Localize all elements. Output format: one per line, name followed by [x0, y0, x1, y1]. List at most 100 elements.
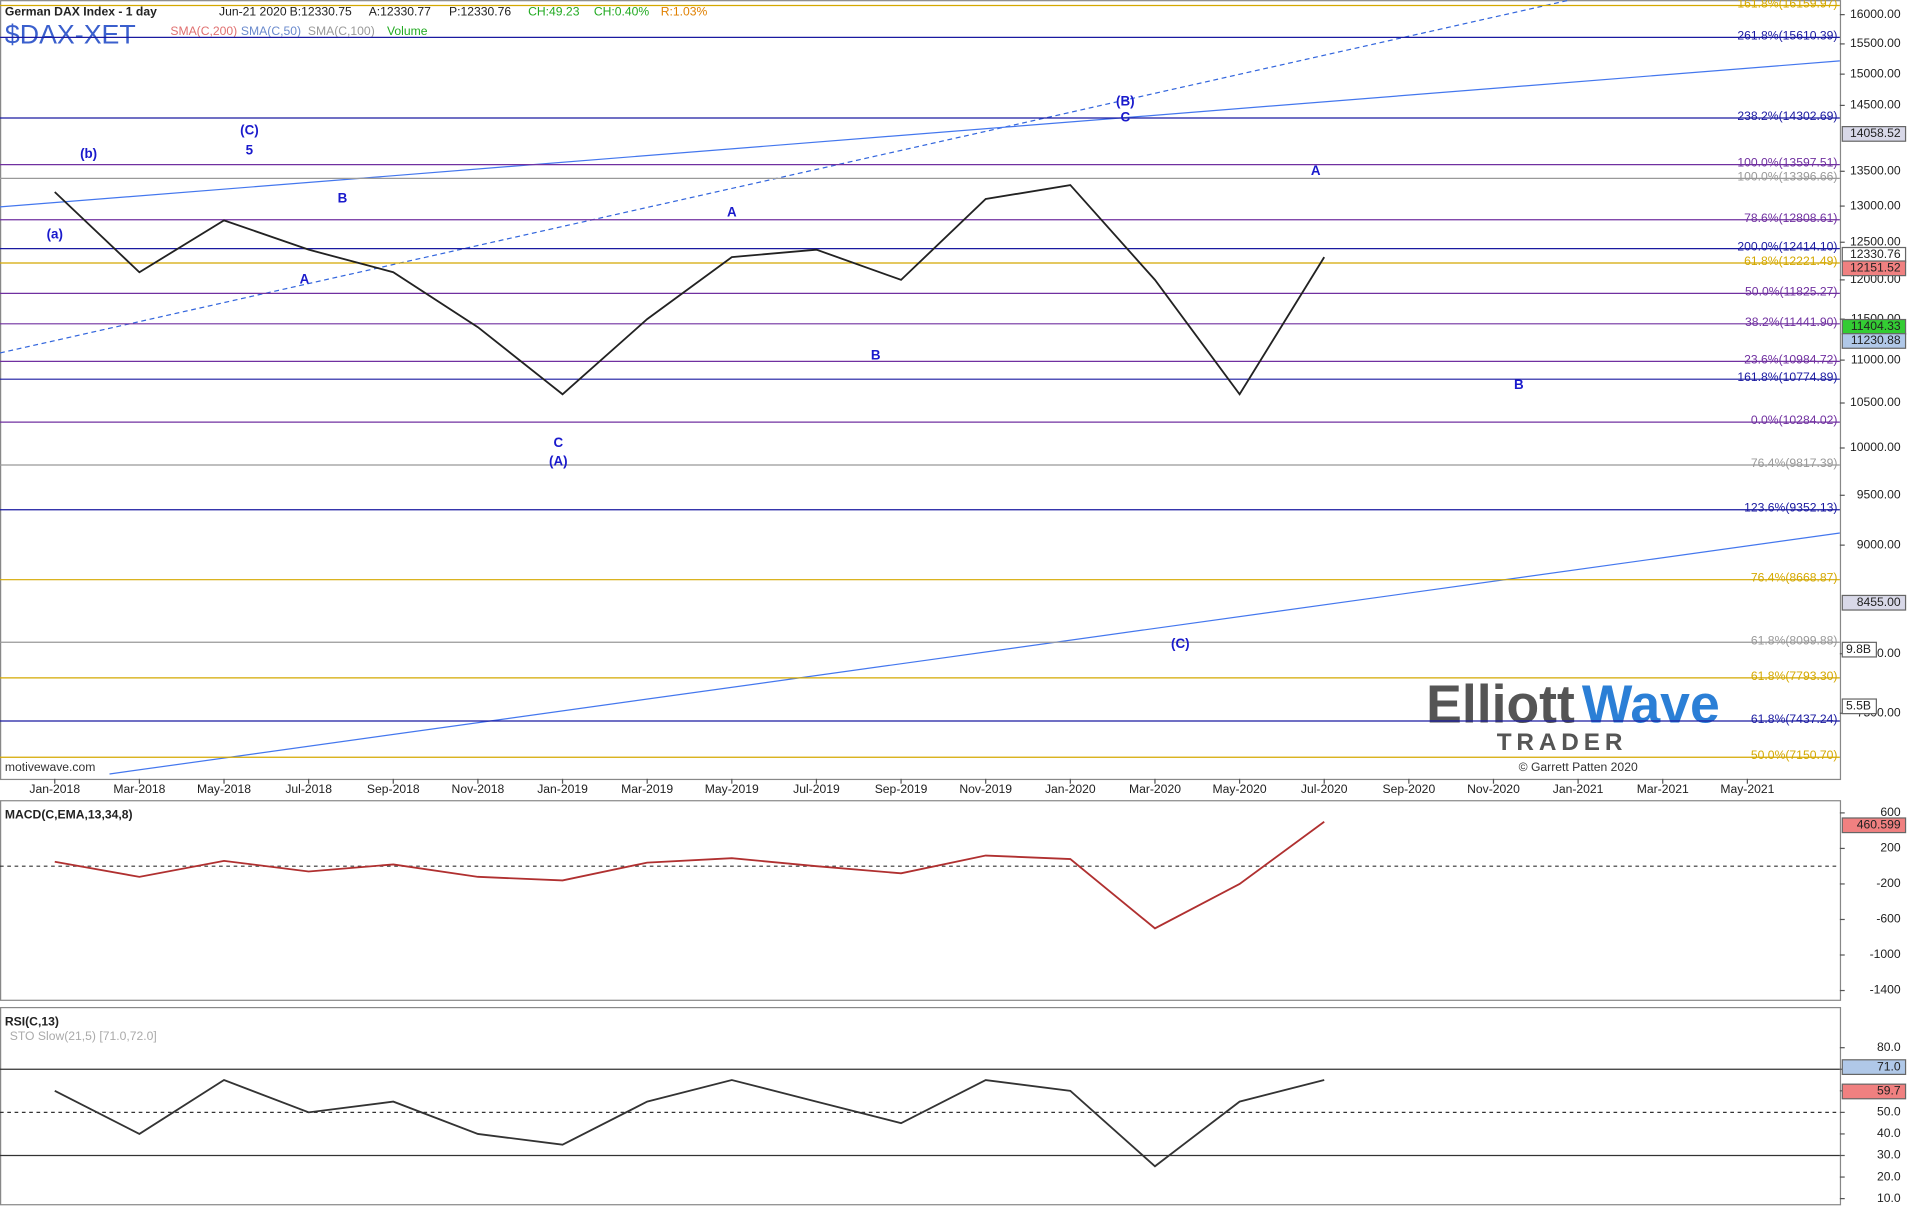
x-tick-label: May-2018: [197, 782, 251, 796]
y-tick-label: -200: [1876, 876, 1901, 890]
x-tick-label: May-2021: [1720, 782, 1774, 796]
fib-label: 161.8%(16159.97): [1737, 0, 1837, 10]
price-tag: [1841, 817, 1907, 834]
panel-subtitle: STO Slow(21,5) [71.0,72.0]: [10, 1029, 157, 1043]
fib-label: 100.0%(13597.51): [1737, 156, 1837, 170]
wave-label: (A): [549, 453, 568, 468]
price-tag: [1841, 594, 1907, 611]
wave-label: C: [553, 435, 563, 450]
wave-label: A: [1311, 163, 1321, 178]
copyright: © Garrett Patten 2020: [1519, 760, 1638, 774]
fib-label: 200.0%(12414.10): [1737, 240, 1837, 254]
rsi-panel: [0, 1006, 1842, 1206]
fib-label: 23.6%(10984.72): [1744, 352, 1837, 366]
volume-tag: [1841, 641, 1877, 658]
site: motivewave.com: [5, 760, 96, 774]
change: CH:49.23: [528, 4, 580, 18]
chart-title: German DAX Index - 1 day: [5, 4, 157, 18]
price-tag-label: 12151.52: [1850, 261, 1901, 275]
x-tick-label: Jan-2018: [29, 782, 80, 796]
wave-label: (C): [1171, 636, 1190, 651]
x-tick-label: Mar-2020: [1129, 782, 1181, 796]
x-tick-label: Sep-2020: [1382, 782, 1435, 796]
y-tick-label: 10000.00: [1850, 440, 1901, 454]
x-tick-label: Nov-2019: [959, 782, 1012, 796]
volume-tick-label: 9.8B: [1846, 642, 1871, 656]
change-pct: CH:0.40%: [594, 4, 650, 18]
y-tick-label: 50.0: [1877, 1105, 1901, 1119]
y-tick-label: 15000.00: [1850, 66, 1901, 80]
price-tag: [1841, 1083, 1907, 1100]
x-tick-label: May-2020: [1213, 782, 1267, 796]
fib-label: 0.0%(10284.02): [1751, 413, 1838, 427]
x-tick-label: Jan-2020: [1045, 782, 1096, 796]
wave-label: 5: [246, 143, 254, 158]
wave-label: (C): [240, 123, 259, 138]
trend-line: [109, 532, 1840, 775]
x-tick-label: Sep-2018: [367, 782, 420, 796]
fib-label: 61.8%(7437.24): [1751, 712, 1838, 726]
y-tick-label: 9000.00: [1857, 537, 1901, 551]
date: Jun-21 2020: [219, 4, 287, 18]
y-tick-label: 11000.00: [1851, 352, 1901, 366]
wave-label: (b): [80, 146, 97, 161]
fib-label: 61.8%(7793.30): [1751, 669, 1838, 683]
y-tick-label: 13500.00: [1850, 164, 1901, 178]
y-tick-label: 16000.00: [1850, 7, 1901, 21]
volume-tag: [1841, 698, 1877, 715]
series-line: [54, 821, 1325, 930]
y-tick-label: 12500.00: [1850, 234, 1901, 248]
y-tick-label: 13000.00: [1850, 198, 1901, 212]
panel-title: MACD(C,EMA,13,34,8): [5, 808, 133, 822]
price-tag: [1841, 1059, 1907, 1076]
x-tick-label: Mar-2019: [621, 782, 673, 796]
price-tag-label: 8455.00: [1857, 595, 1901, 609]
bid: B:12330.75: [290, 4, 352, 18]
trend-line: [0, 60, 1840, 208]
y-tick-label: -1000: [1870, 947, 1901, 961]
price-tag: [1841, 126, 1907, 142]
range: R:1.03%: [661, 4, 708, 18]
y-tick-label: -600: [1876, 912, 1901, 926]
x-tick-label: Nov-2020: [1467, 782, 1520, 796]
wave-label: A: [300, 271, 310, 286]
x-tick-label: Jan-2021: [1553, 782, 1604, 796]
y-tick-label: 80.0: [1877, 1040, 1901, 1054]
price-tag-label: 12330.76: [1850, 247, 1901, 261]
fib-label: 61.8%(8099.88): [1751, 633, 1838, 647]
fib-label: 38.2%(11441.90): [1745, 315, 1837, 329]
price-tag-label: 11230.88: [1851, 333, 1901, 347]
wave-label: (B): [1116, 94, 1135, 109]
fib-label: 238.2%(14302.69): [1737, 109, 1837, 123]
fib-label: 161.8%(10774.89): [1737, 370, 1837, 384]
fib-label: 76.4%(8668.87): [1751, 571, 1838, 585]
fib-label: 61.8%(12221.49): [1744, 254, 1837, 268]
y-tick-label: 600: [1880, 805, 1901, 819]
wave-label: B: [871, 347, 881, 362]
price: P:12330.76: [449, 4, 511, 18]
x-tick-label: Mar-2018: [113, 782, 165, 796]
logo-wave: Wave: [1582, 675, 1720, 734]
wave-label: B: [1514, 377, 1524, 392]
wave-label: (a): [47, 226, 63, 241]
y-tick-label: 14500.00: [1850, 98, 1901, 112]
y-tick-label: 40.0: [1877, 1126, 1901, 1140]
price-tag-label: 59.7: [1877, 1084, 1901, 1098]
symbol: $DAX-XET: [5, 20, 136, 50]
volume-tick-label: 5.5B: [1846, 699, 1871, 713]
x-tick-label: Mar-2021: [1637, 782, 1689, 796]
series-line: [54, 1079, 1325, 1168]
price-panel: [0, 0, 1842, 781]
price-tag: [1841, 333, 1907, 349]
wave-label: A: [727, 205, 737, 220]
legend-entry: Volume: [387, 24, 428, 38]
series-line: [54, 184, 1325, 396]
price-tag-label: 460.599: [1857, 818, 1901, 832]
ask: A:12330.77: [369, 4, 431, 18]
y-tick-label: -1400: [1870, 983, 1901, 997]
y-tick-label: 30.0: [1877, 1148, 1901, 1162]
fib-label: 50.0%(7150.70): [1751, 748, 1838, 762]
